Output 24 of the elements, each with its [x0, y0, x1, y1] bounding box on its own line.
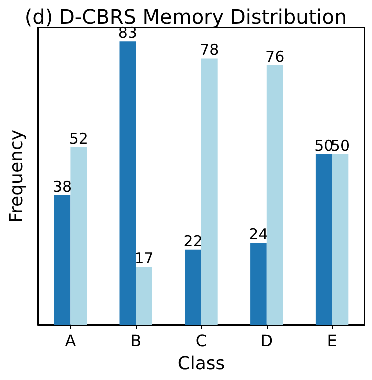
- data-label: 24: [249, 226, 268, 244]
- x-tick-label: B: [130, 332, 142, 350]
- bar: [54, 195, 71, 325]
- data-label: 76: [266, 48, 285, 66]
- data-label: 17: [134, 249, 154, 268]
- x-tick-label: A: [65, 332, 76, 350]
- bar: [202, 58, 218, 325]
- x-axis-title: Class: [178, 354, 226, 374]
- bar: [250, 243, 267, 325]
- data-label: 38: [52, 178, 72, 196]
- bar: [266, 66, 284, 325]
- bar: [316, 154, 332, 325]
- y-axis-title: Frequency: [6, 130, 28, 223]
- bar: [185, 250, 202, 325]
- bar: [70, 147, 88, 325]
- x-tick-label: D: [260, 332, 274, 350]
- bar: [120, 42, 136, 325]
- data-label: 52: [69, 130, 88, 148]
- x-tick-label: C: [196, 332, 208, 350]
- bar: [332, 154, 349, 325]
- bar: [136, 266, 152, 325]
- data-label: 78: [200, 41, 220, 60]
- data-label: 22: [184, 232, 203, 250]
- x-tick-label: E: [327, 332, 338, 350]
